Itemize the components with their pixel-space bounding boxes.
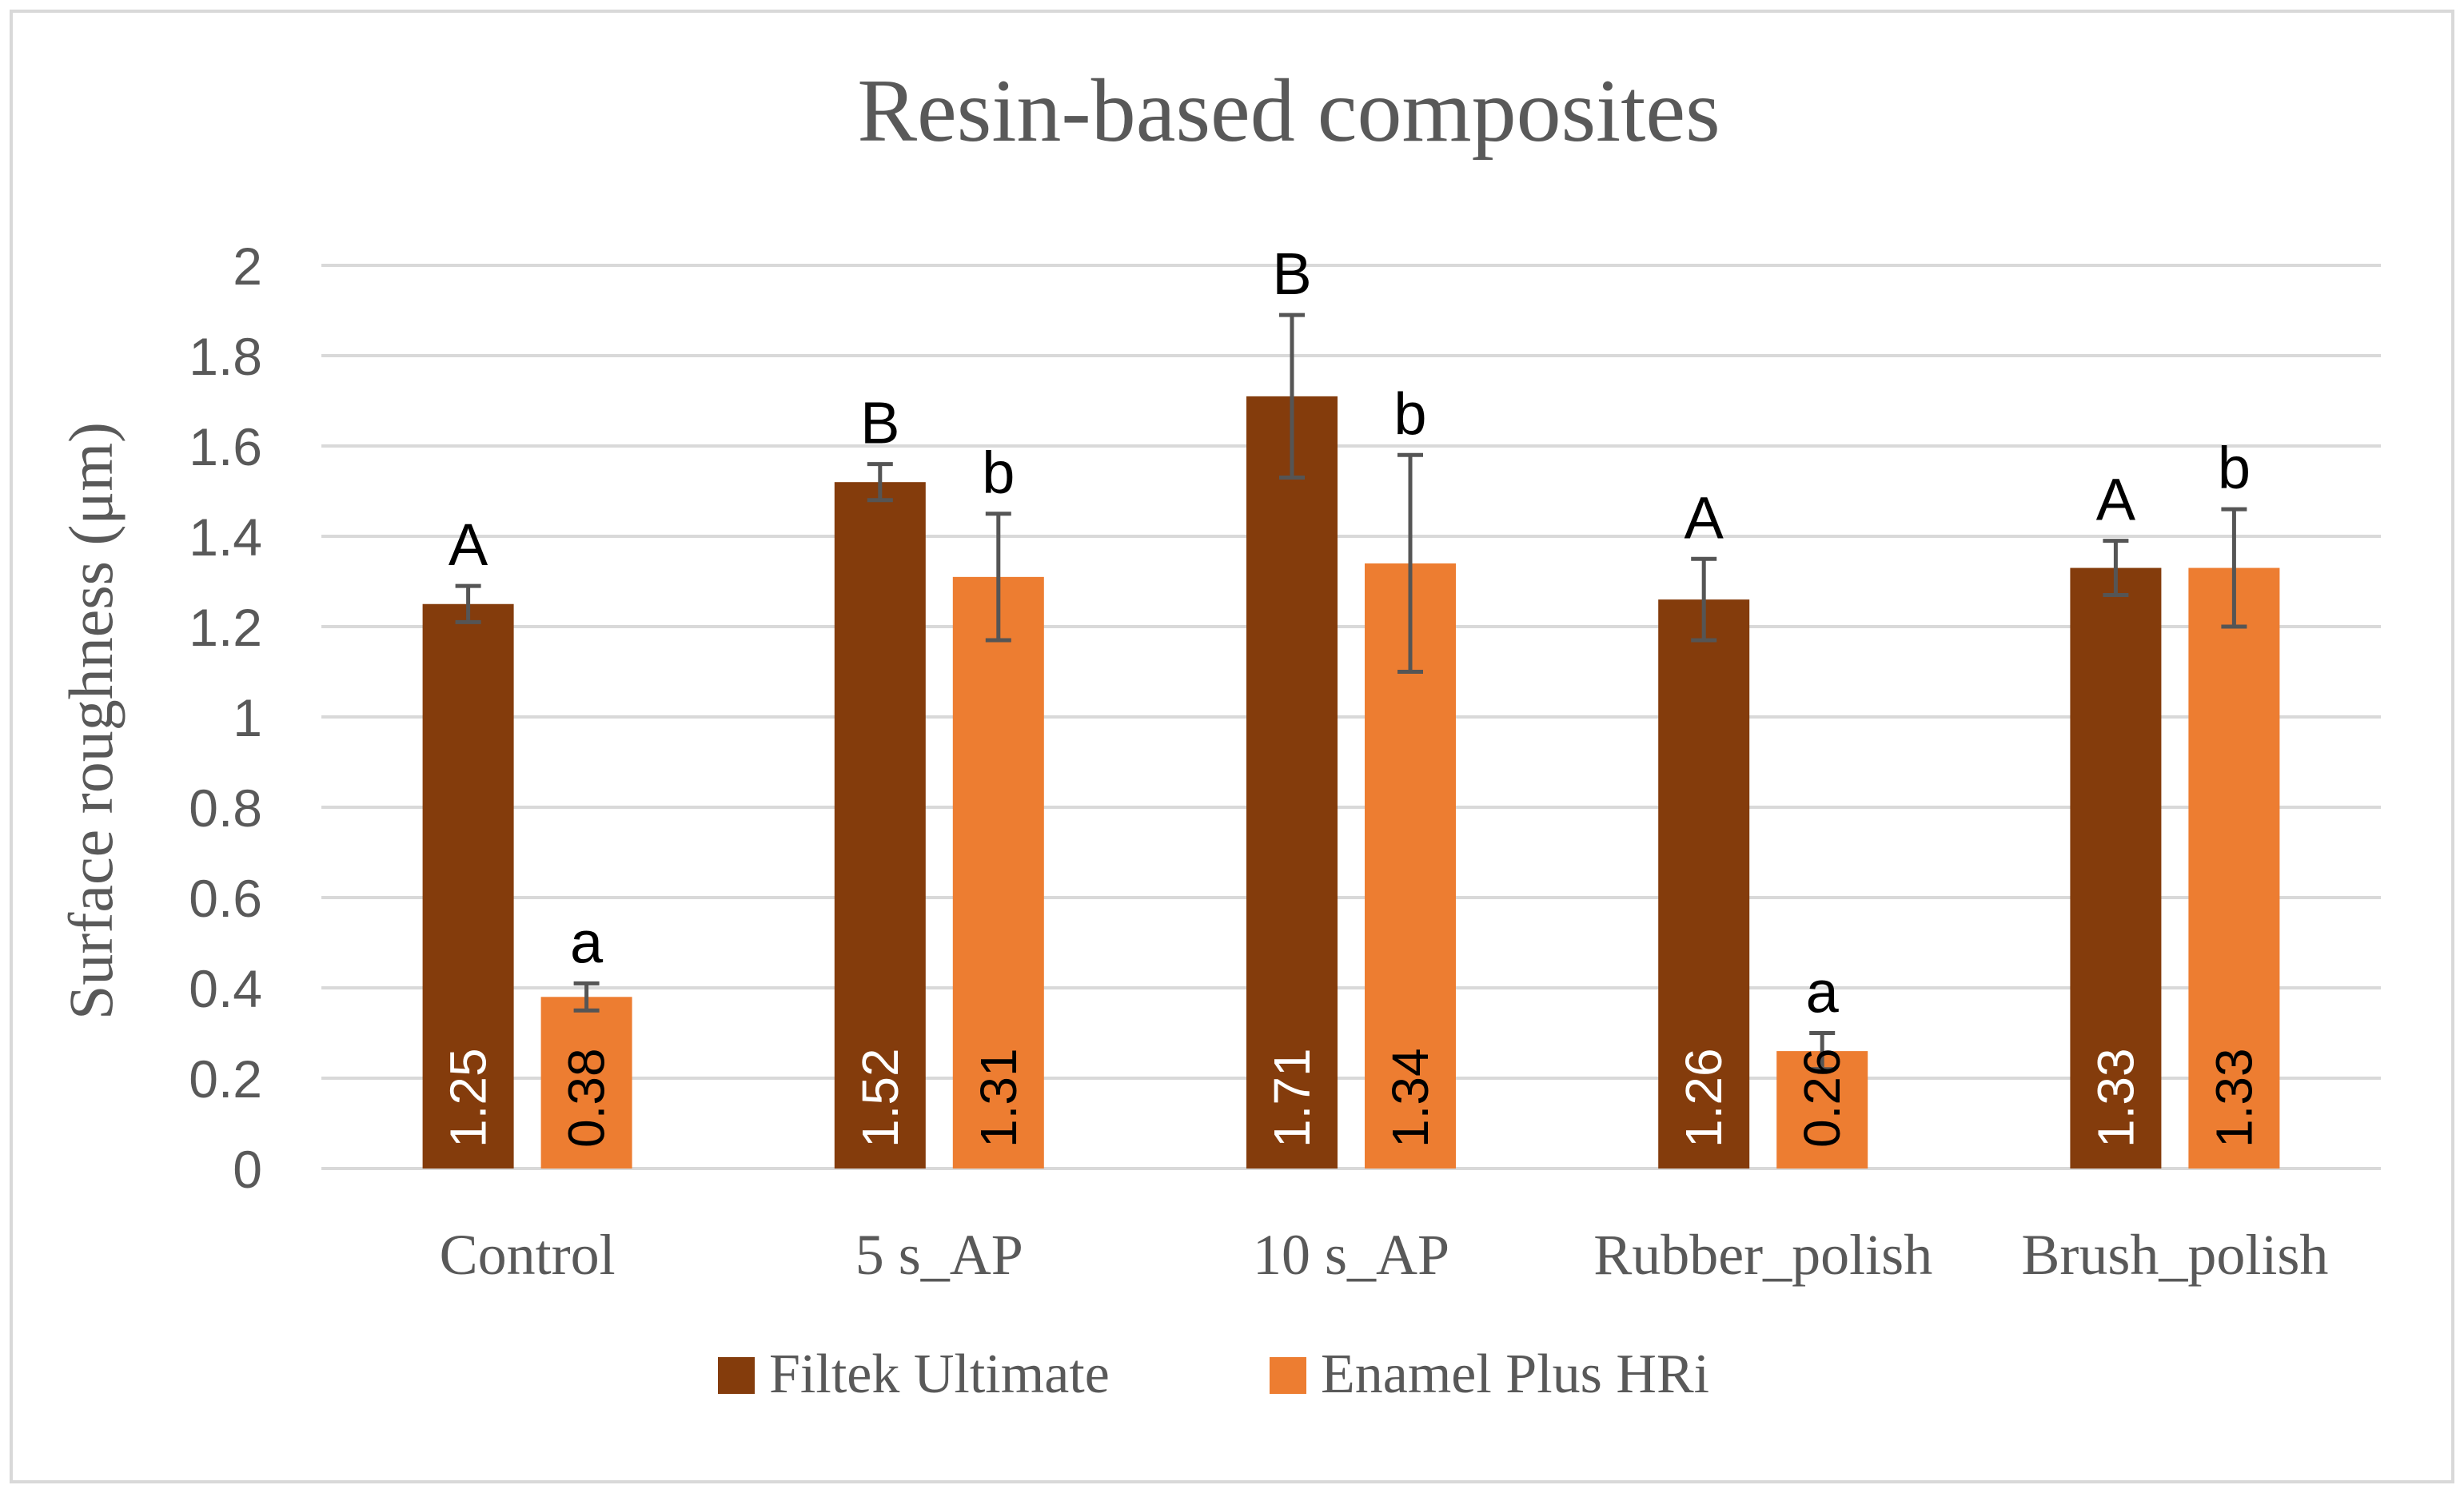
x-tick-label: 10 s_AP bbox=[1253, 1223, 1449, 1287]
y-tick-label: 1.2 bbox=[189, 598, 262, 657]
data-label: 1.33 bbox=[2205, 1048, 2263, 1148]
significance-letter: A bbox=[449, 512, 488, 578]
y-tick-label: 0 bbox=[233, 1140, 262, 1199]
data-label: 1.52 bbox=[851, 1048, 909, 1148]
x-axis-ticks: Control 5 s_AP 10 s_AP Rubber_polish Brush_p… bbox=[440, 1223, 2329, 1287]
y-tick-label: 0.6 bbox=[189, 869, 262, 928]
significance-letter: A bbox=[2096, 467, 2136, 533]
data-label: 0.38 bbox=[558, 1048, 616, 1148]
data-label: 1.33 bbox=[2087, 1048, 2144, 1148]
significance-letter: a bbox=[570, 909, 604, 975]
significance-letter: B bbox=[1272, 241, 1311, 307]
bar bbox=[422, 603, 514, 1169]
bar bbox=[2070, 567, 2162, 1169]
data-label: 1.26 bbox=[1675, 1048, 1732, 1148]
bar bbox=[2188, 567, 2280, 1169]
y-tick-label: 0.4 bbox=[189, 959, 262, 1018]
significance-letter: b bbox=[1393, 380, 1426, 447]
bars: A 1.25 a 0.38 B 1.52 b 1.31 B 1.71 b 1.34 A 1.26 a 0.26… bbox=[422, 241, 2280, 1169]
bar bbox=[1658, 599, 1750, 1169]
gridlines bbox=[321, 264, 2381, 1170]
legend-swatch bbox=[718, 1357, 755, 1394]
x-tick-label: Brush_polish bbox=[2021, 1223, 2328, 1287]
y-tick-label: 2 bbox=[233, 237, 262, 296]
bar bbox=[834, 482, 926, 1169]
bar bbox=[540, 997, 632, 1169]
y-axis-label: Surface roughness (μm) bbox=[56, 422, 126, 1020]
data-label: 1.31 bbox=[970, 1048, 1027, 1148]
legend-label: Enamel Plus HRi bbox=[1321, 1344, 1709, 1405]
y-tick-label: 0.8 bbox=[189, 778, 262, 838]
significance-letter: A bbox=[1685, 484, 1724, 551]
x-tick-label: Rubber_polish bbox=[1593, 1223, 1932, 1287]
chart-title: Resin-based composites bbox=[857, 62, 1720, 161]
data-label: 0.26 bbox=[1793, 1048, 1851, 1148]
data-label: 1.71 bbox=[1263, 1048, 1321, 1148]
x-tick-label: Control bbox=[440, 1223, 616, 1287]
y-axis-ticks: 0 0.2 0.4 0.6 0.8 1 1.2 1.4 1.6 1.8 2 bbox=[189, 237, 262, 1199]
x-tick-label: 5 s_AP bbox=[855, 1223, 1023, 1287]
data-label: 1.34 bbox=[1382, 1048, 1439, 1148]
chart-border bbox=[10, 10, 2454, 1483]
y-tick-label: 1.8 bbox=[189, 327, 262, 386]
data-label: 1.25 bbox=[440, 1048, 497, 1148]
y-tick-label: 1.6 bbox=[189, 417, 262, 476]
y-tick-label: 0.2 bbox=[189, 1049, 262, 1109]
bar bbox=[952, 576, 1044, 1169]
bar bbox=[1246, 396, 1338, 1169]
significance-letter: b bbox=[982, 440, 1015, 506]
y-tick-label: 1 bbox=[233, 688, 262, 747]
y-tick-label: 1.4 bbox=[189, 508, 262, 567]
legend-swatch bbox=[1270, 1357, 1306, 1394]
legend-label: Filtek Ultimate bbox=[769, 1344, 1110, 1405]
significance-letter: b bbox=[2218, 435, 2251, 501]
legend: Filtek Ultimate Enamel Plus HRi bbox=[718, 1344, 1709, 1405]
significance-letter: a bbox=[1806, 959, 1840, 1025]
significance-letter: B bbox=[860, 390, 899, 456]
